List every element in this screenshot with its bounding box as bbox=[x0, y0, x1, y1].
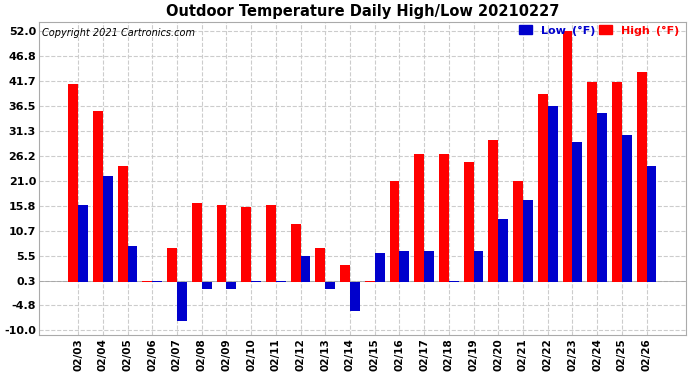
Bar bbox=[241, 207, 251, 282]
Bar bbox=[118, 166, 128, 282]
Bar bbox=[587, 82, 597, 282]
Bar bbox=[513, 181, 523, 282]
Bar bbox=[325, 282, 335, 290]
Bar bbox=[301, 256, 310, 282]
Bar bbox=[523, 200, 533, 282]
Bar bbox=[489, 140, 498, 282]
Title: Outdoor Temperature Daily High/Low 20210227: Outdoor Temperature Daily High/Low 20210… bbox=[166, 4, 559, 19]
Bar bbox=[177, 282, 187, 321]
Bar bbox=[68, 84, 78, 282]
Bar bbox=[128, 246, 137, 282]
Bar bbox=[152, 280, 162, 282]
Text: Copyright 2021 Cartronics.com: Copyright 2021 Cartronics.com bbox=[42, 28, 195, 38]
Bar bbox=[498, 219, 508, 282]
Bar bbox=[276, 280, 286, 282]
Bar bbox=[375, 253, 384, 282]
Bar bbox=[315, 248, 325, 282]
Bar bbox=[78, 205, 88, 282]
Bar bbox=[622, 135, 632, 282]
Bar bbox=[192, 202, 201, 282]
Bar bbox=[290, 224, 301, 282]
Bar bbox=[340, 265, 350, 282]
Bar bbox=[414, 154, 424, 282]
Bar bbox=[424, 251, 434, 282]
Bar bbox=[266, 205, 276, 282]
Bar bbox=[103, 176, 112, 282]
Legend: Low  (°F), High  (°F): Low (°F), High (°F) bbox=[514, 21, 684, 40]
Bar bbox=[647, 166, 656, 282]
Bar bbox=[597, 113, 607, 282]
Bar bbox=[473, 251, 484, 282]
Bar bbox=[562, 32, 573, 282]
Bar bbox=[637, 72, 647, 282]
Bar bbox=[251, 280, 261, 282]
Bar bbox=[390, 181, 400, 282]
Bar bbox=[350, 282, 360, 311]
Bar bbox=[573, 142, 582, 282]
Bar bbox=[439, 154, 449, 282]
Bar bbox=[226, 282, 236, 290]
Bar bbox=[142, 280, 152, 282]
Bar bbox=[548, 106, 558, 282]
Bar bbox=[201, 282, 212, 290]
Bar bbox=[217, 205, 226, 282]
Bar bbox=[448, 280, 459, 282]
Bar bbox=[464, 162, 473, 282]
Bar bbox=[93, 111, 103, 282]
Bar bbox=[167, 248, 177, 282]
Bar bbox=[400, 251, 409, 282]
Bar bbox=[538, 94, 548, 282]
Bar bbox=[365, 280, 375, 282]
Bar bbox=[612, 82, 622, 282]
